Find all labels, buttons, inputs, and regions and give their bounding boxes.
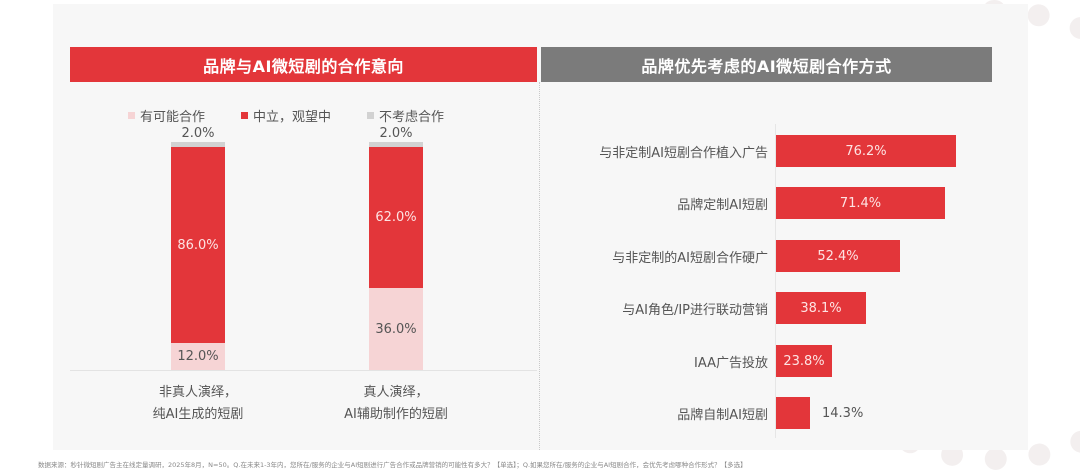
category-line: AI辅助制作的短剧 bbox=[344, 407, 448, 422]
segment-not-considered bbox=[369, 142, 423, 147]
hbar-label: 与非定制的AI短剧合作硬广 bbox=[612, 250, 768, 266]
category-line: 纯AI生成的短剧 bbox=[152, 407, 244, 422]
not-considered-value: 2.0% bbox=[379, 126, 413, 141]
category-label-1: 非真人演绎， 纯AI生成的短剧 bbox=[118, 382, 278, 426]
hbar-value: 38.1% bbox=[800, 300, 842, 316]
hbar-value: 76.2% bbox=[845, 143, 887, 159]
legend-swatch-pink bbox=[128, 112, 135, 119]
hbar-label: IAA广告投放 bbox=[694, 355, 768, 371]
category-line: 非真人演绎， bbox=[158, 385, 237, 400]
panel-divider bbox=[539, 82, 540, 450]
segment-neutral: 86.0% bbox=[171, 147, 225, 343]
legend-swatch-red bbox=[241, 112, 249, 119]
left-chart-title: 品牌与AI微短剧的合作意向 bbox=[70, 47, 537, 82]
neutral-value: 62.0% bbox=[375, 210, 417, 225]
stacked-legend: 有可能合作 中立，观望中 不考虑合作 bbox=[128, 106, 480, 125]
possible-value: 12.0% bbox=[177, 349, 219, 364]
hbar-row: 品牌自制AI短剧 14.3% bbox=[560, 397, 1000, 429]
hbar bbox=[776, 345, 832, 377]
y-axis-line bbox=[775, 124, 776, 438]
hbar bbox=[776, 292, 866, 324]
legend-label: 不考虑合作 bbox=[379, 110, 445, 125]
category-label-2: 真人演绎， AI辅助制作的短剧 bbox=[316, 382, 476, 426]
legend-item-possible: 有可能合作 bbox=[128, 106, 205, 125]
hbar-row: 品牌定制AI短剧 71.4% bbox=[560, 187, 1000, 219]
segment-possible: 12.0% bbox=[171, 343, 225, 370]
stacked-column-1: 2.0% 86.0% 12.0% bbox=[171, 126, 225, 370]
hbar-value: 71.4% bbox=[839, 195, 882, 211]
hbar-row: 与AI角色/IP进行联动营销 38.1% bbox=[560, 292, 1000, 324]
hbar bbox=[776, 187, 945, 219]
possible-value: 36.0% bbox=[375, 321, 417, 337]
hbar-label: 与非定制AI短剧合作植入广告 bbox=[599, 145, 768, 161]
hbar-value: 14.3% bbox=[822, 405, 864, 421]
hbar-label: 品牌定制AI短剧 bbox=[677, 197, 768, 213]
hbar-row: 与非定制AI短剧合作植入广告 76.2% bbox=[560, 135, 1000, 167]
hbar bbox=[776, 135, 956, 167]
legend-item-no: 不考虑合作 bbox=[367, 106, 444, 125]
hbar-value: 52.4% bbox=[817, 248, 859, 264]
category-line: 真人演绎， bbox=[363, 385, 429, 400]
x-axis-baseline bbox=[70, 370, 537, 371]
stacked-column-2: 2.0% 62.0% 36.0% bbox=[369, 126, 423, 370]
hbar-row: 与非定制的AI短剧合作硬广 52.4% bbox=[560, 240, 1000, 272]
segment-not-considered bbox=[171, 142, 225, 147]
legend-label: 有可能合作 bbox=[140, 110, 206, 125]
right-chart-title: 品牌优先考虑的AI微短剧合作方式 bbox=[541, 47, 992, 82]
hbar-row: IAA广告投放 23.8% bbox=[560, 345, 1000, 377]
source-footnote: 数据来源：秒针微短剧广告主在线定量调研，2025年8月，N=50。Q.在未来1-… bbox=[38, 461, 747, 469]
segment-neutral: 62.0% bbox=[369, 147, 423, 288]
hbar bbox=[776, 397, 810, 429]
hbar-label: 品牌自制AI短剧 bbox=[677, 407, 768, 423]
segment-possible: 36.0% bbox=[369, 288, 423, 370]
legend-swatch-gray bbox=[367, 112, 375, 119]
hbar-label: 与AI角色/IP进行联动营销 bbox=[622, 302, 768, 318]
legend-item-neutral: 中立，观望中 bbox=[241, 106, 331, 125]
hbar bbox=[776, 240, 900, 272]
legend-label: 中立，观望中 bbox=[253, 110, 332, 125]
not-considered-value: 2.0% bbox=[181, 126, 215, 141]
hbar-value: 23.8% bbox=[783, 353, 825, 369]
neutral-value: 86.0% bbox=[177, 237, 219, 253]
